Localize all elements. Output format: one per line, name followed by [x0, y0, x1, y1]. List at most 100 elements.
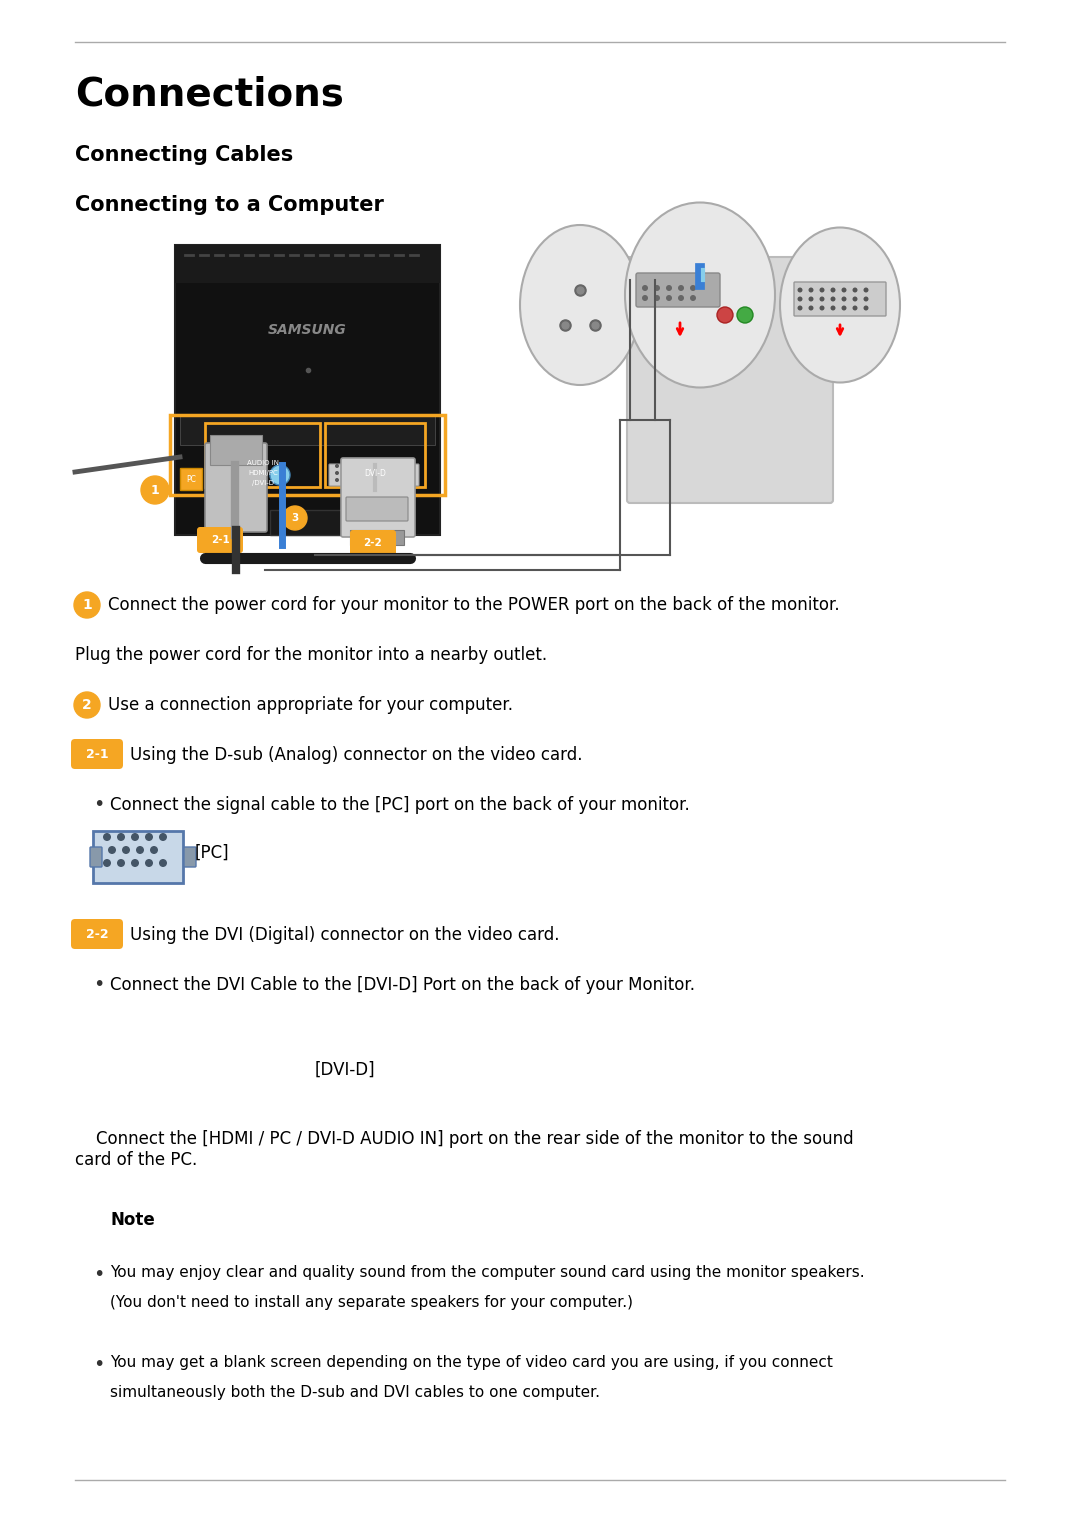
Circle shape — [380, 464, 384, 467]
Circle shape — [335, 464, 339, 467]
FancyBboxPatch shape — [350, 530, 404, 545]
FancyBboxPatch shape — [71, 919, 123, 948]
Circle shape — [389, 464, 393, 467]
Text: Note: Note — [110, 1211, 154, 1229]
FancyBboxPatch shape — [197, 527, 243, 553]
Text: Connections: Connections — [75, 75, 343, 113]
Circle shape — [75, 592, 100, 618]
Text: 3: 3 — [292, 513, 299, 524]
Circle shape — [820, 287, 824, 293]
FancyBboxPatch shape — [350, 530, 396, 556]
Circle shape — [399, 478, 402, 483]
Circle shape — [131, 834, 139, 841]
Circle shape — [841, 305, 847, 310]
Text: DVI-D: DVI-D — [364, 469, 386, 478]
Text: Using the D-sub (Analog) connector on the video card.: Using the D-sub (Analog) connector on th… — [130, 747, 582, 764]
Text: 1: 1 — [150, 484, 160, 496]
Text: simultaneously both the D-sub and DVI cables to one computer.: simultaneously both the D-sub and DVI ca… — [110, 1385, 600, 1400]
Circle shape — [362, 470, 366, 475]
FancyBboxPatch shape — [636, 273, 720, 307]
Circle shape — [642, 295, 648, 301]
FancyBboxPatch shape — [71, 739, 123, 770]
Circle shape — [270, 466, 291, 486]
Circle shape — [136, 846, 144, 854]
Text: Connect the DVI Cable to the [DVI-D] Port on the back of your Monitor.: Connect the DVI Cable to the [DVI-D] Por… — [110, 976, 696, 994]
FancyBboxPatch shape — [341, 458, 415, 538]
Circle shape — [389, 470, 393, 475]
Circle shape — [103, 834, 111, 841]
Text: /DVI-D: /DVI-D — [252, 479, 274, 486]
Circle shape — [852, 287, 858, 293]
Text: [DVI-D]: [DVI-D] — [314, 1061, 376, 1080]
FancyBboxPatch shape — [184, 847, 195, 867]
FancyBboxPatch shape — [794, 282, 886, 316]
Circle shape — [399, 470, 402, 475]
Text: PC: PC — [186, 475, 195, 484]
FancyBboxPatch shape — [93, 831, 183, 883]
Text: 1: 1 — [82, 599, 92, 612]
Circle shape — [353, 470, 357, 475]
Text: •: • — [93, 1354, 105, 1374]
FancyBboxPatch shape — [205, 443, 267, 531]
FancyBboxPatch shape — [180, 415, 435, 444]
Circle shape — [864, 287, 868, 293]
Text: Plug the power cord for the monitor into a nearby outlet.: Plug the power cord for the monitor into… — [75, 646, 548, 664]
Ellipse shape — [780, 228, 900, 382]
Circle shape — [678, 286, 684, 292]
Circle shape — [103, 860, 111, 867]
Circle shape — [159, 860, 167, 867]
Text: [PC]: [PC] — [195, 844, 230, 863]
Text: Use a connection appropriate for your computer.: Use a connection appropriate for your co… — [108, 696, 513, 715]
Circle shape — [372, 478, 375, 483]
Circle shape — [141, 476, 168, 504]
Circle shape — [642, 286, 648, 292]
Text: 2-1: 2-1 — [85, 748, 108, 762]
FancyBboxPatch shape — [210, 464, 253, 486]
Circle shape — [117, 860, 125, 867]
FancyBboxPatch shape — [346, 496, 408, 521]
Circle shape — [335, 470, 339, 475]
Circle shape — [345, 464, 348, 467]
Circle shape — [145, 834, 153, 841]
Circle shape — [122, 846, 130, 854]
Circle shape — [654, 286, 660, 292]
Text: Using the DVI (Digital) connector on the video card.: Using the DVI (Digital) connector on the… — [130, 925, 559, 944]
Text: Connecting Cables: Connecting Cables — [75, 145, 294, 165]
Circle shape — [831, 296, 836, 301]
Text: 2-1: 2-1 — [211, 534, 229, 545]
Circle shape — [353, 478, 357, 483]
Circle shape — [666, 295, 672, 301]
Circle shape — [690, 286, 696, 292]
Circle shape — [864, 305, 868, 310]
Circle shape — [864, 296, 868, 301]
Circle shape — [362, 478, 366, 483]
Circle shape — [345, 478, 348, 483]
Circle shape — [797, 287, 802, 293]
Circle shape — [335, 478, 339, 483]
Circle shape — [797, 296, 802, 301]
Circle shape — [809, 305, 813, 310]
Text: 2: 2 — [82, 698, 92, 712]
Text: SAMSUNG: SAMSUNG — [268, 324, 347, 337]
Circle shape — [108, 846, 116, 854]
FancyBboxPatch shape — [90, 847, 102, 867]
Circle shape — [852, 296, 858, 301]
Circle shape — [831, 305, 836, 310]
FancyBboxPatch shape — [210, 435, 262, 466]
Circle shape — [678, 295, 684, 301]
Circle shape — [809, 296, 813, 301]
Text: Connecting to a Computer: Connecting to a Computer — [75, 195, 383, 215]
Circle shape — [690, 295, 696, 301]
Circle shape — [852, 305, 858, 310]
FancyBboxPatch shape — [175, 244, 440, 534]
Text: 2-2: 2-2 — [85, 928, 108, 942]
Text: HDMI/PC: HDMI/PC — [248, 470, 278, 476]
Circle shape — [666, 286, 672, 292]
FancyBboxPatch shape — [270, 510, 345, 534]
Circle shape — [380, 470, 384, 475]
Text: Connect the signal cable to the [PC] port on the back of your monitor.: Connect the signal cable to the [PC] por… — [110, 796, 690, 814]
Circle shape — [841, 287, 847, 293]
Text: You may enjoy clear and quality sound from the computer sound card using the mon: You may enjoy clear and quality sound fr… — [110, 1264, 865, 1280]
Circle shape — [362, 464, 366, 467]
Circle shape — [131, 860, 139, 867]
